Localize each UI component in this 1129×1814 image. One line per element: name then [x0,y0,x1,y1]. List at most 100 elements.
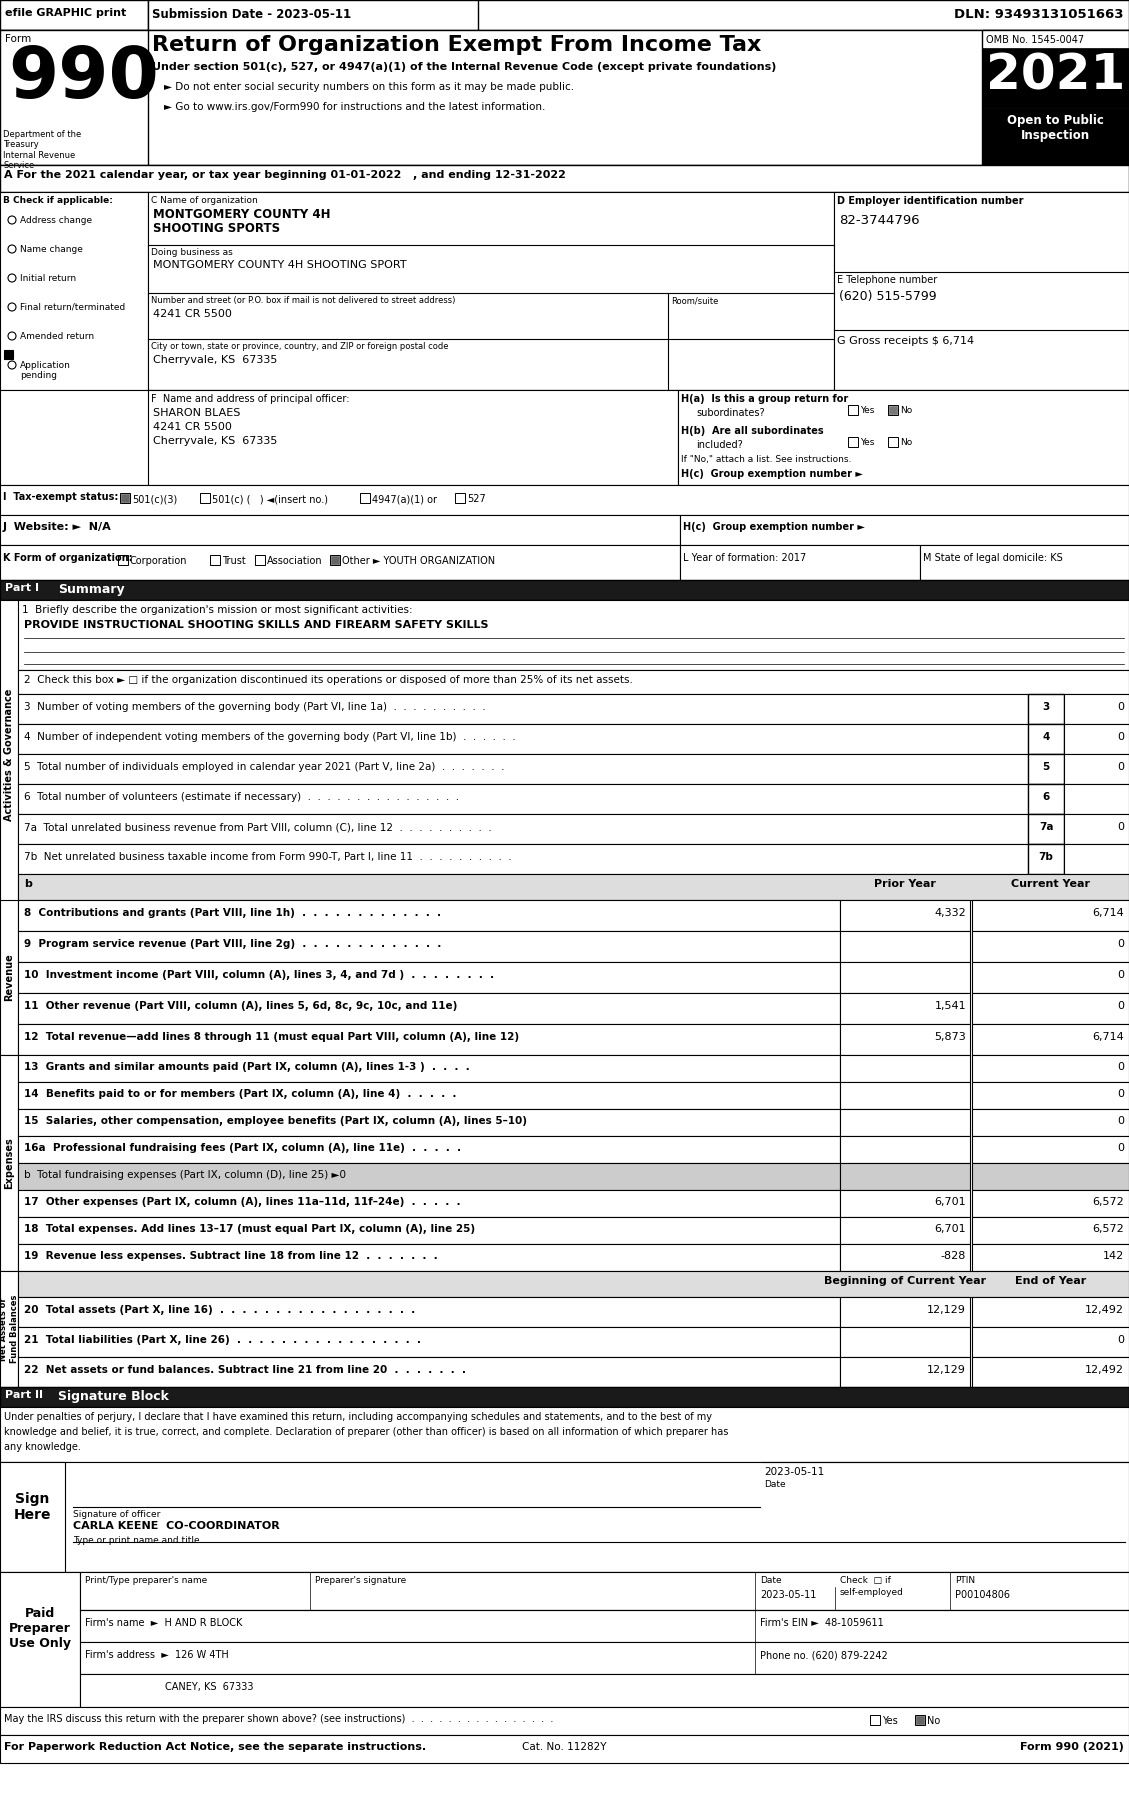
Text: b: b [24,880,32,889]
Text: 4,332: 4,332 [935,909,966,918]
Bar [0,1573,80,1707]
Text: Prior Year: Prior Year [874,880,936,889]
Text: 7a: 7a [1039,822,1053,833]
Bar [18,755,1029,784]
Text: ► Do not enter social security numbers on this form as it may be made public.: ► Do not enter social security numbers o… [164,82,575,93]
Bar [1064,724,1129,755]
Text: Corporation: Corporation [130,557,187,566]
Text: 16a  Professional fundraising fees (Part IX, column (A), line 11e)  .  .  .  .  : 16a Professional fundraising fees (Part … [24,1143,461,1154]
Text: 12,129: 12,129 [927,1364,966,1375]
Text: Type or print name and title: Type or print name and title [73,1536,200,1546]
Text: Number and street (or P.O. box if mail is not delivered to street address): Number and street (or P.O. box if mail i… [151,296,455,305]
Text: P00104806: P00104806 [955,1591,1010,1600]
Text: Association: Association [266,557,323,566]
Bar [330,555,340,564]
Text: H(c)  Group exemption number ►: H(c) Group exemption number ► [683,522,865,532]
Bar [1064,695,1129,724]
Bar [840,1081,970,1108]
Text: K Form of organization:: K Form of organization: [3,553,132,562]
Text: B Check if applicable:: B Check if applicable: [3,196,113,205]
Bar [1029,695,1064,724]
Bar [0,600,18,911]
Bar [0,515,680,544]
Text: 22  Net assets or fund balances. Subtract line 21 from line 20  .  .  .  .  .  .: 22 Net assets or fund balances. Subtract… [24,1364,466,1375]
Text: subordinates?: subordinates? [695,408,764,417]
Bar [18,724,1029,755]
Text: 2023-05-11: 2023-05-11 [764,1468,824,1477]
Text: 1,541: 1,541 [935,1001,966,1010]
Text: Name change: Name change [20,245,82,254]
Text: 7b  Net unrelated business taxable income from Form 990-T, Part I, line 11  .  .: 7b Net unrelated business taxable income… [24,853,511,862]
Bar [972,1217,1129,1244]
Text: 2  Check this box ► □ if the organization discontinued its operations or dispose: 2 Check this box ► □ if the organization… [24,675,633,686]
Text: Firm's address  ►  126 W 4TH: Firm's address ► 126 W 4TH [85,1651,229,1660]
Text: 19  Revenue less expenses. Subtract line 18 from line 12  .  .  .  .  .  .  .: 19 Revenue less expenses. Subtract line … [24,1252,438,1261]
Text: 12  Total revenue—add lines 8 through 11 (must equal Part VIII, column (A), line: 12 Total revenue—add lines 8 through 11 … [24,1032,519,1041]
Bar [972,1136,1129,1163]
Bar [18,1056,840,1081]
Text: 6  Total number of volunteers (estimate if necessary)  .  .  .  .  .  .  .  .  .: 6 Total number of volunteers (estimate i… [24,793,460,802]
Text: Address change: Address change [20,216,93,225]
Bar [840,1108,970,1136]
Bar [972,1190,1129,1217]
Bar [1064,784,1129,814]
Text: 3  Number of voting members of the governing body (Part VI, line 1a)  .  .  .  .: 3 Number of voting members of the govern… [24,702,485,713]
Bar [840,1244,970,1272]
Bar [972,1297,1129,1328]
Text: 8  Contributions and grants (Part VIII, line 1h)  .  .  .  .  .  .  .  .  .  .  : 8 Contributions and grants (Part VIII, l… [24,909,441,918]
Bar [0,1707,1129,1734]
Text: CANEY, KS  67333: CANEY, KS 67333 [165,1682,254,1692]
Bar [679,390,1129,484]
Text: self-employed: self-employed [840,1587,904,1596]
Text: 6,572: 6,572 [1092,1197,1124,1206]
Bar [972,1108,1129,1136]
Bar [18,1190,840,1217]
Text: 0: 0 [1117,733,1124,742]
Text: 0: 0 [1117,1116,1124,1126]
Text: Beginning of Current Year: Beginning of Current Year [824,1275,986,1286]
Bar [18,814,1029,844]
Text: 1  Briefly describe the organization's mission or most significant activities:: 1 Briefly describe the organization's mi… [21,606,412,615]
Bar [982,47,1129,109]
Text: May the IRS discuss this return with the preparer shown above? (see instructions: May the IRS discuss this return with the… [5,1714,553,1723]
Text: City or town, state or province, country, and ZIP or foreign postal code: City or town, state or province, country… [151,343,448,350]
Bar [1064,844,1129,874]
Text: 4947(a)(1) or: 4947(a)(1) or [371,493,437,504]
Bar [0,484,1129,515]
Text: Check  □ if: Check □ if [840,1576,891,1585]
Bar [18,874,1129,900]
Text: b  Total fundraising expenses (Part IX, column (D), line 25) ►0: b Total fundraising expenses (Part IX, c… [24,1170,345,1179]
Text: 501(c) (   ) ◄(insert no.): 501(c) ( ) ◄(insert no.) [212,493,329,504]
Bar [120,493,130,502]
Text: Other ► YOUTH ORGANIZATION: Other ► YOUTH ORGANIZATION [342,557,496,566]
Text: 5,873: 5,873 [935,1032,966,1041]
Text: 501(c)(3): 501(c)(3) [132,493,177,504]
Text: Amended return: Amended return [20,332,94,341]
Bar [210,555,220,564]
Text: Form: Form [5,34,32,44]
Text: 12,492: 12,492 [1085,1364,1124,1375]
Text: 4241 CR 5500: 4241 CR 5500 [154,308,231,319]
Bar [0,600,1129,669]
Text: Department of the
Treasury
Internal Revenue
Service: Department of the Treasury Internal Reve… [3,131,81,171]
Text: 7a  Total unrelated business revenue from Part VIII, column (C), line 12  .  .  : 7a Total unrelated business revenue from… [24,822,492,833]
Text: Firm's name  ►  H AND R BLOCK: Firm's name ► H AND R BLOCK [85,1618,243,1627]
Text: 13  Grants and similar amounts paid (Part IX, column (A), lines 1-3 )  .  .  .  : 13 Grants and similar amounts paid (Part… [24,1061,470,1072]
Text: DLN: 93493131051663: DLN: 93493131051663 [954,7,1124,22]
Text: Date: Date [760,1576,781,1585]
Bar [148,192,834,390]
Text: H(b)  Are all subordinates: H(b) Are all subordinates [681,426,824,435]
Bar [840,992,970,1023]
Bar [148,0,478,31]
Text: Form 990 (2021): Form 990 (2021) [1021,1741,1124,1752]
Bar [840,1136,970,1163]
Bar [972,1357,1129,1388]
Bar [18,1163,840,1190]
Text: 2021: 2021 [986,53,1126,100]
Text: Preparer's signature: Preparer's signature [315,1576,406,1585]
Bar [914,1714,925,1725]
Text: Part I: Part I [5,582,40,593]
Text: MONTGOMERY COUNTY 4H SHOOTING SPORT: MONTGOMERY COUNTY 4H SHOOTING SPORT [154,259,406,270]
Bar [360,493,370,502]
Text: 0: 0 [1117,702,1124,713]
